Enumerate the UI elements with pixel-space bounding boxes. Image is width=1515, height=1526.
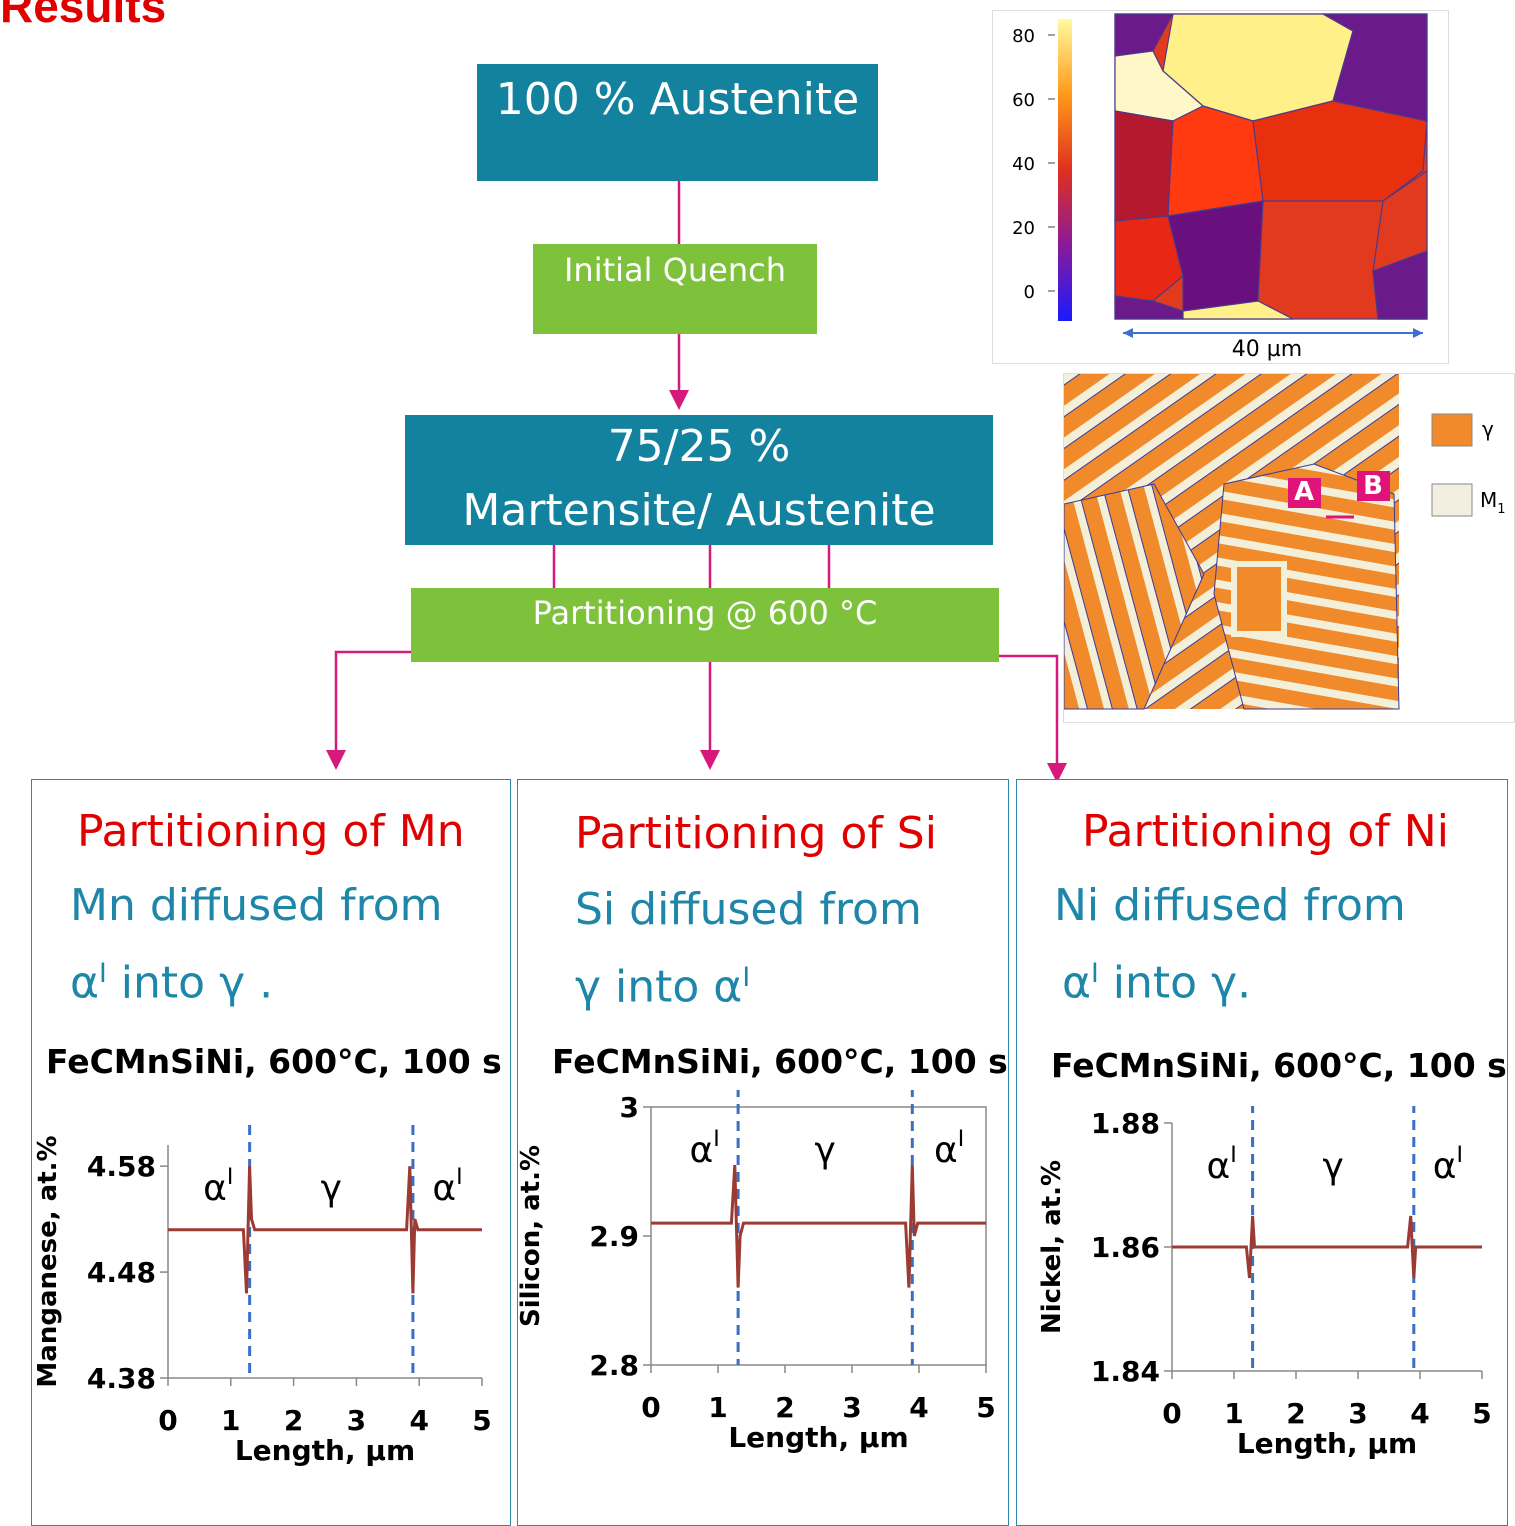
phase-map-figure: 80 60 40 20 0 40 µm bbox=[992, 10, 1449, 364]
colorbar-tick: 40 bbox=[1012, 154, 1035, 175]
phase-fraction-svg: A B γ M1 bbox=[1063, 374, 1506, 710]
quench-box-label: Initial Quench bbox=[563, 251, 787, 289]
austenite-box-label: 100 % Austenite bbox=[495, 74, 860, 125]
scale-bar-label: 40 µm bbox=[1232, 337, 1302, 362]
y-tick-label: 3 bbox=[620, 1091, 639, 1124]
x-tick-label: 4 bbox=[909, 1391, 928, 1424]
marker-b-box bbox=[1357, 471, 1390, 501]
y-axis-label: Manganese, at.% bbox=[33, 1135, 63, 1387]
phase-map-svg: 80 60 40 20 0 40 µm bbox=[1012, 13, 1428, 362]
colorbar-tick: 0 bbox=[1024, 282, 1035, 303]
x-tick-label: 0 bbox=[641, 1391, 660, 1424]
y-axis-label: Silicon, at.% bbox=[518, 1145, 546, 1327]
x-axis-label: Length, µm bbox=[235, 1434, 415, 1467]
series-line bbox=[1172, 1215, 1482, 1279]
partitioning-box-label: Partitioning @ 600 °C bbox=[532, 594, 878, 632]
series-line bbox=[651, 1164, 986, 1288]
x-tick-label: 5 bbox=[1472, 1397, 1491, 1430]
region-label: αI bbox=[934, 1127, 964, 1171]
x-tick-label: 4 bbox=[1410, 1397, 1429, 1430]
panel-description: Mn diffused from αI into γ . bbox=[70, 872, 443, 1018]
chart-title: FeCMnSiNi, 600°C, 100 s bbox=[46, 1042, 502, 1081]
legend-swatch-martensite bbox=[1431, 483, 1473, 517]
y-tick-label: 1.86 bbox=[1091, 1231, 1160, 1264]
region-label: αI bbox=[432, 1165, 462, 1209]
flow-connectors bbox=[326, 180, 1067, 783]
panel-desc-line1: Ni diffused from bbox=[1054, 880, 1406, 931]
mixture-box-line2: Martensite/ Austenite bbox=[462, 485, 936, 536]
panel-si: Partitioning of Si Si diffused from γ in… bbox=[517, 779, 1009, 1526]
y-tick-label: 4.38 bbox=[87, 1362, 156, 1395]
x-tick-label: 1 bbox=[221, 1404, 240, 1437]
colorbar-tick: 60 bbox=[1012, 90, 1035, 111]
quench-box: Initial Quench bbox=[533, 244, 817, 334]
panel-desc-line2: γ into αI bbox=[575, 961, 751, 1013]
connector-to-mn-panel bbox=[326, 650, 411, 770]
x-tick-label: 1 bbox=[708, 1391, 727, 1424]
panel-title: Partitioning of Mn bbox=[77, 806, 465, 857]
silicon-chart: 3 2.9 2.80 1 2 3 4 5 Length, µm Silicon, at.% αI γ α… bbox=[518, 1090, 996, 1454]
nickel-chart: 1.88 1.86 1.840 1 2 3 4 5 Length, µm Nickel, at.%… bbox=[1037, 1106, 1492, 1460]
mixture-box-line1: 75/25 % bbox=[607, 421, 791, 472]
x-tick-label: 3 bbox=[347, 1404, 366, 1437]
partitioning-box: Partitioning @ 600 °C bbox=[411, 588, 999, 662]
x-tick-label: 5 bbox=[472, 1404, 491, 1437]
region-label: αI bbox=[1433, 1143, 1463, 1187]
panel-title: Partitioning of Si bbox=[575, 808, 937, 859]
colorbar bbox=[1058, 19, 1072, 321]
y-tick-label: 1.84 bbox=[1091, 1355, 1160, 1388]
x-tick-label: 4 bbox=[409, 1404, 428, 1437]
y-axis-label: Nickel, at.% bbox=[1037, 1160, 1067, 1334]
panel-desc-line2: αI into γ . bbox=[70, 957, 274, 1009]
austenite-box: 100 % Austenite bbox=[477, 64, 878, 181]
manganese-chart: 4.58 4.48 4.380 1 2 3 4 5 Length, µm Manganese, a… bbox=[33, 1125, 492, 1467]
legend-label-martensite: M1 bbox=[1480, 488, 1506, 517]
phase-fraction-figure: A B γ M1 bbox=[1063, 373, 1515, 723]
legend-swatch-gamma bbox=[1431, 413, 1473, 447]
x-tick-label: 0 bbox=[1162, 1397, 1181, 1430]
x-tick-label: 2 bbox=[284, 1404, 303, 1437]
region-label: γ bbox=[1323, 1146, 1344, 1187]
region-label: γ bbox=[321, 1168, 342, 1209]
region-label: αI bbox=[203, 1165, 233, 1209]
panel-description: Si diffused from γ into αI bbox=[575, 876, 922, 1022]
mixture-box: 75/25 % Martensite/ Austenite bbox=[405, 415, 993, 545]
x-tick-label: 0 bbox=[158, 1404, 177, 1437]
page-title: Results bbox=[0, 0, 167, 32]
x-tick-label: 5 bbox=[976, 1391, 995, 1424]
marker-b: B bbox=[1363, 471, 1383, 501]
chart-title: FeCMnSiNi, 600°C, 100 s bbox=[552, 1042, 1008, 1081]
x-axis-label: Length, µm bbox=[728, 1421, 908, 1454]
panel-desc-line2: αI into γ. bbox=[1062, 957, 1252, 1009]
y-tick-label: 2.9 bbox=[589, 1220, 639, 1253]
marker-a-box bbox=[1288, 478, 1321, 508]
x-tick-label: 3 bbox=[842, 1391, 861, 1424]
panel-description: Ni diffused from αI into γ. bbox=[1054, 872, 1406, 1018]
colorbar-tick: 20 bbox=[1012, 218, 1035, 239]
x-axis-label: Length, µm bbox=[1237, 1427, 1417, 1460]
y-tick-label: 4.58 bbox=[87, 1150, 156, 1183]
y-tick-label: 2.8 bbox=[589, 1349, 639, 1382]
panel-desc-line1: Si diffused from bbox=[575, 884, 922, 935]
colorbar-tick: 80 bbox=[1012, 26, 1035, 47]
grain-map bbox=[1114, 13, 1428, 320]
panel-mn: Partitioning of Mn Mn diffused from αI i… bbox=[31, 779, 511, 1526]
panel-title: Partitioning of Ni bbox=[1082, 806, 1449, 857]
x-tick-label: 2 bbox=[775, 1391, 794, 1424]
x-tick-label: 3 bbox=[1348, 1397, 1367, 1430]
marker-a: A bbox=[1294, 477, 1314, 507]
region-label: αI bbox=[1206, 1143, 1236, 1187]
connector-to-ni-panel bbox=[999, 654, 1067, 783]
panel-ni: Partitioning of Ni Ni diffused from αI i… bbox=[1016, 779, 1508, 1526]
x-tick-label: 1 bbox=[1224, 1397, 1243, 1430]
y-tick-label: 4.48 bbox=[87, 1256, 156, 1289]
panel-desc-line1: Mn diffused from bbox=[70, 880, 443, 931]
region-label: γ bbox=[815, 1130, 836, 1171]
region-label: αI bbox=[689, 1127, 719, 1171]
x-tick-label: 2 bbox=[1286, 1397, 1305, 1430]
legend-label-gamma: γ bbox=[1482, 417, 1494, 441]
y-tick-label: 1.88 bbox=[1091, 1107, 1160, 1140]
chart-title: FeCMnSiNi, 600°C, 100 s bbox=[1051, 1046, 1507, 1085]
series-line bbox=[168, 1166, 482, 1294]
